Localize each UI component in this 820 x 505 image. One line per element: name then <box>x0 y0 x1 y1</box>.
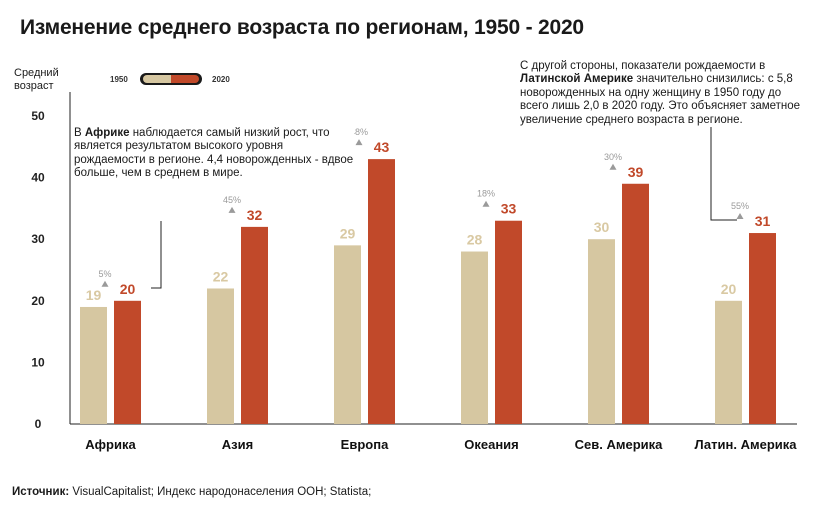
bar-2020 <box>495 220 522 424</box>
growth-triangle <box>355 139 363 146</box>
data-label-1950: 30 <box>594 219 610 235</box>
growth-triangle <box>482 200 490 207</box>
chart-title: Изменение среднего возраста по регионам,… <box>20 16 584 39</box>
category-label: Африка <box>85 437 136 452</box>
source-line: Источник: VisualCapitalist; Индекс народ… <box>12 486 371 498</box>
growth-label: 55% <box>731 201 749 211</box>
bar-1950 <box>207 288 234 424</box>
legend-label-1950: 1950 <box>110 75 128 84</box>
bar-2020 <box>622 183 649 424</box>
data-label-2020: 32 <box>247 207 263 223</box>
y-tick-label: 40 <box>31 171 45 185</box>
growth-label: 18% <box>477 189 495 199</box>
bar-1950 <box>461 251 488 424</box>
data-label-1950: 19 <box>86 287 102 303</box>
growth-label: 45% <box>223 195 241 205</box>
bar-2020 <box>114 300 141 424</box>
data-label-2020: 31 <box>755 213 771 229</box>
category-label: Океания <box>464 437 519 452</box>
y-tick-label: 30 <box>31 232 45 246</box>
note-latam-pre: С другой стороны, показатели рождаемости… <box>520 60 766 72</box>
legend-swatch <box>140 73 202 85</box>
note-latam: С другой стороны, показатели рождаемости… <box>520 60 810 128</box>
category-label: Европа <box>341 437 389 452</box>
category-label: Сев. Америка <box>575 437 664 452</box>
bar-1950 <box>588 239 615 424</box>
bar-2020 <box>749 233 776 424</box>
bar-1950 <box>80 306 107 424</box>
callout-line-africa <box>151 221 162 289</box>
data-label-1950: 29 <box>340 225 356 241</box>
data-label-2020: 33 <box>501 201 517 217</box>
bar-2020 <box>368 159 395 424</box>
y-tick-label: 20 <box>31 294 45 308</box>
note-latam-post: значительно снизились: с 5,8 новорожденн… <box>520 73 801 126</box>
growth-triangle <box>101 280 109 287</box>
source-text: VisualCapitalist; Индекс народонаселения… <box>69 486 372 498</box>
data-label-2020: 20 <box>120 281 136 297</box>
note-africa-bold: Африке <box>84 127 130 139</box>
source-label: Источник: <box>12 486 70 498</box>
bar-2020 <box>241 226 268 424</box>
data-label-1950: 20 <box>721 281 737 297</box>
growth-triangle <box>609 163 617 170</box>
y-tick-label: 0 <box>35 417 42 431</box>
category-label: Латин. Америка <box>694 437 797 452</box>
growth-label: 30% <box>604 152 622 162</box>
growth-label: 5% <box>98 269 111 279</box>
y-tick-label: 10 <box>31 355 45 369</box>
growth-triangle <box>736 213 744 220</box>
growth-triangle <box>228 206 236 213</box>
legend-label-2020: 2020 <box>212 75 230 84</box>
note-latam-bold: Латинской Америке <box>520 73 634 86</box>
data-label-2020: 39 <box>628 164 644 180</box>
growth-label: 48% <box>350 127 368 137</box>
data-label-1950: 22 <box>213 268 229 284</box>
data-label-1950: 28 <box>467 232 483 248</box>
y-axis-label: Средний возраст <box>14 67 59 92</box>
note-africa: В Африке наблюдается самый низкий рост, … <box>74 127 354 181</box>
category-label: Азия <box>222 437 253 452</box>
callout-line-latam <box>710 124 737 221</box>
y-tick-label: 50 <box>31 109 45 123</box>
data-label-2020: 43 <box>374 139 390 155</box>
bar-1950 <box>334 245 361 424</box>
note-africa-pre: В <box>74 127 85 139</box>
bar-1950 <box>715 300 742 424</box>
note-africa-post: наблюдается самый низкий рост, что являе… <box>74 127 354 180</box>
